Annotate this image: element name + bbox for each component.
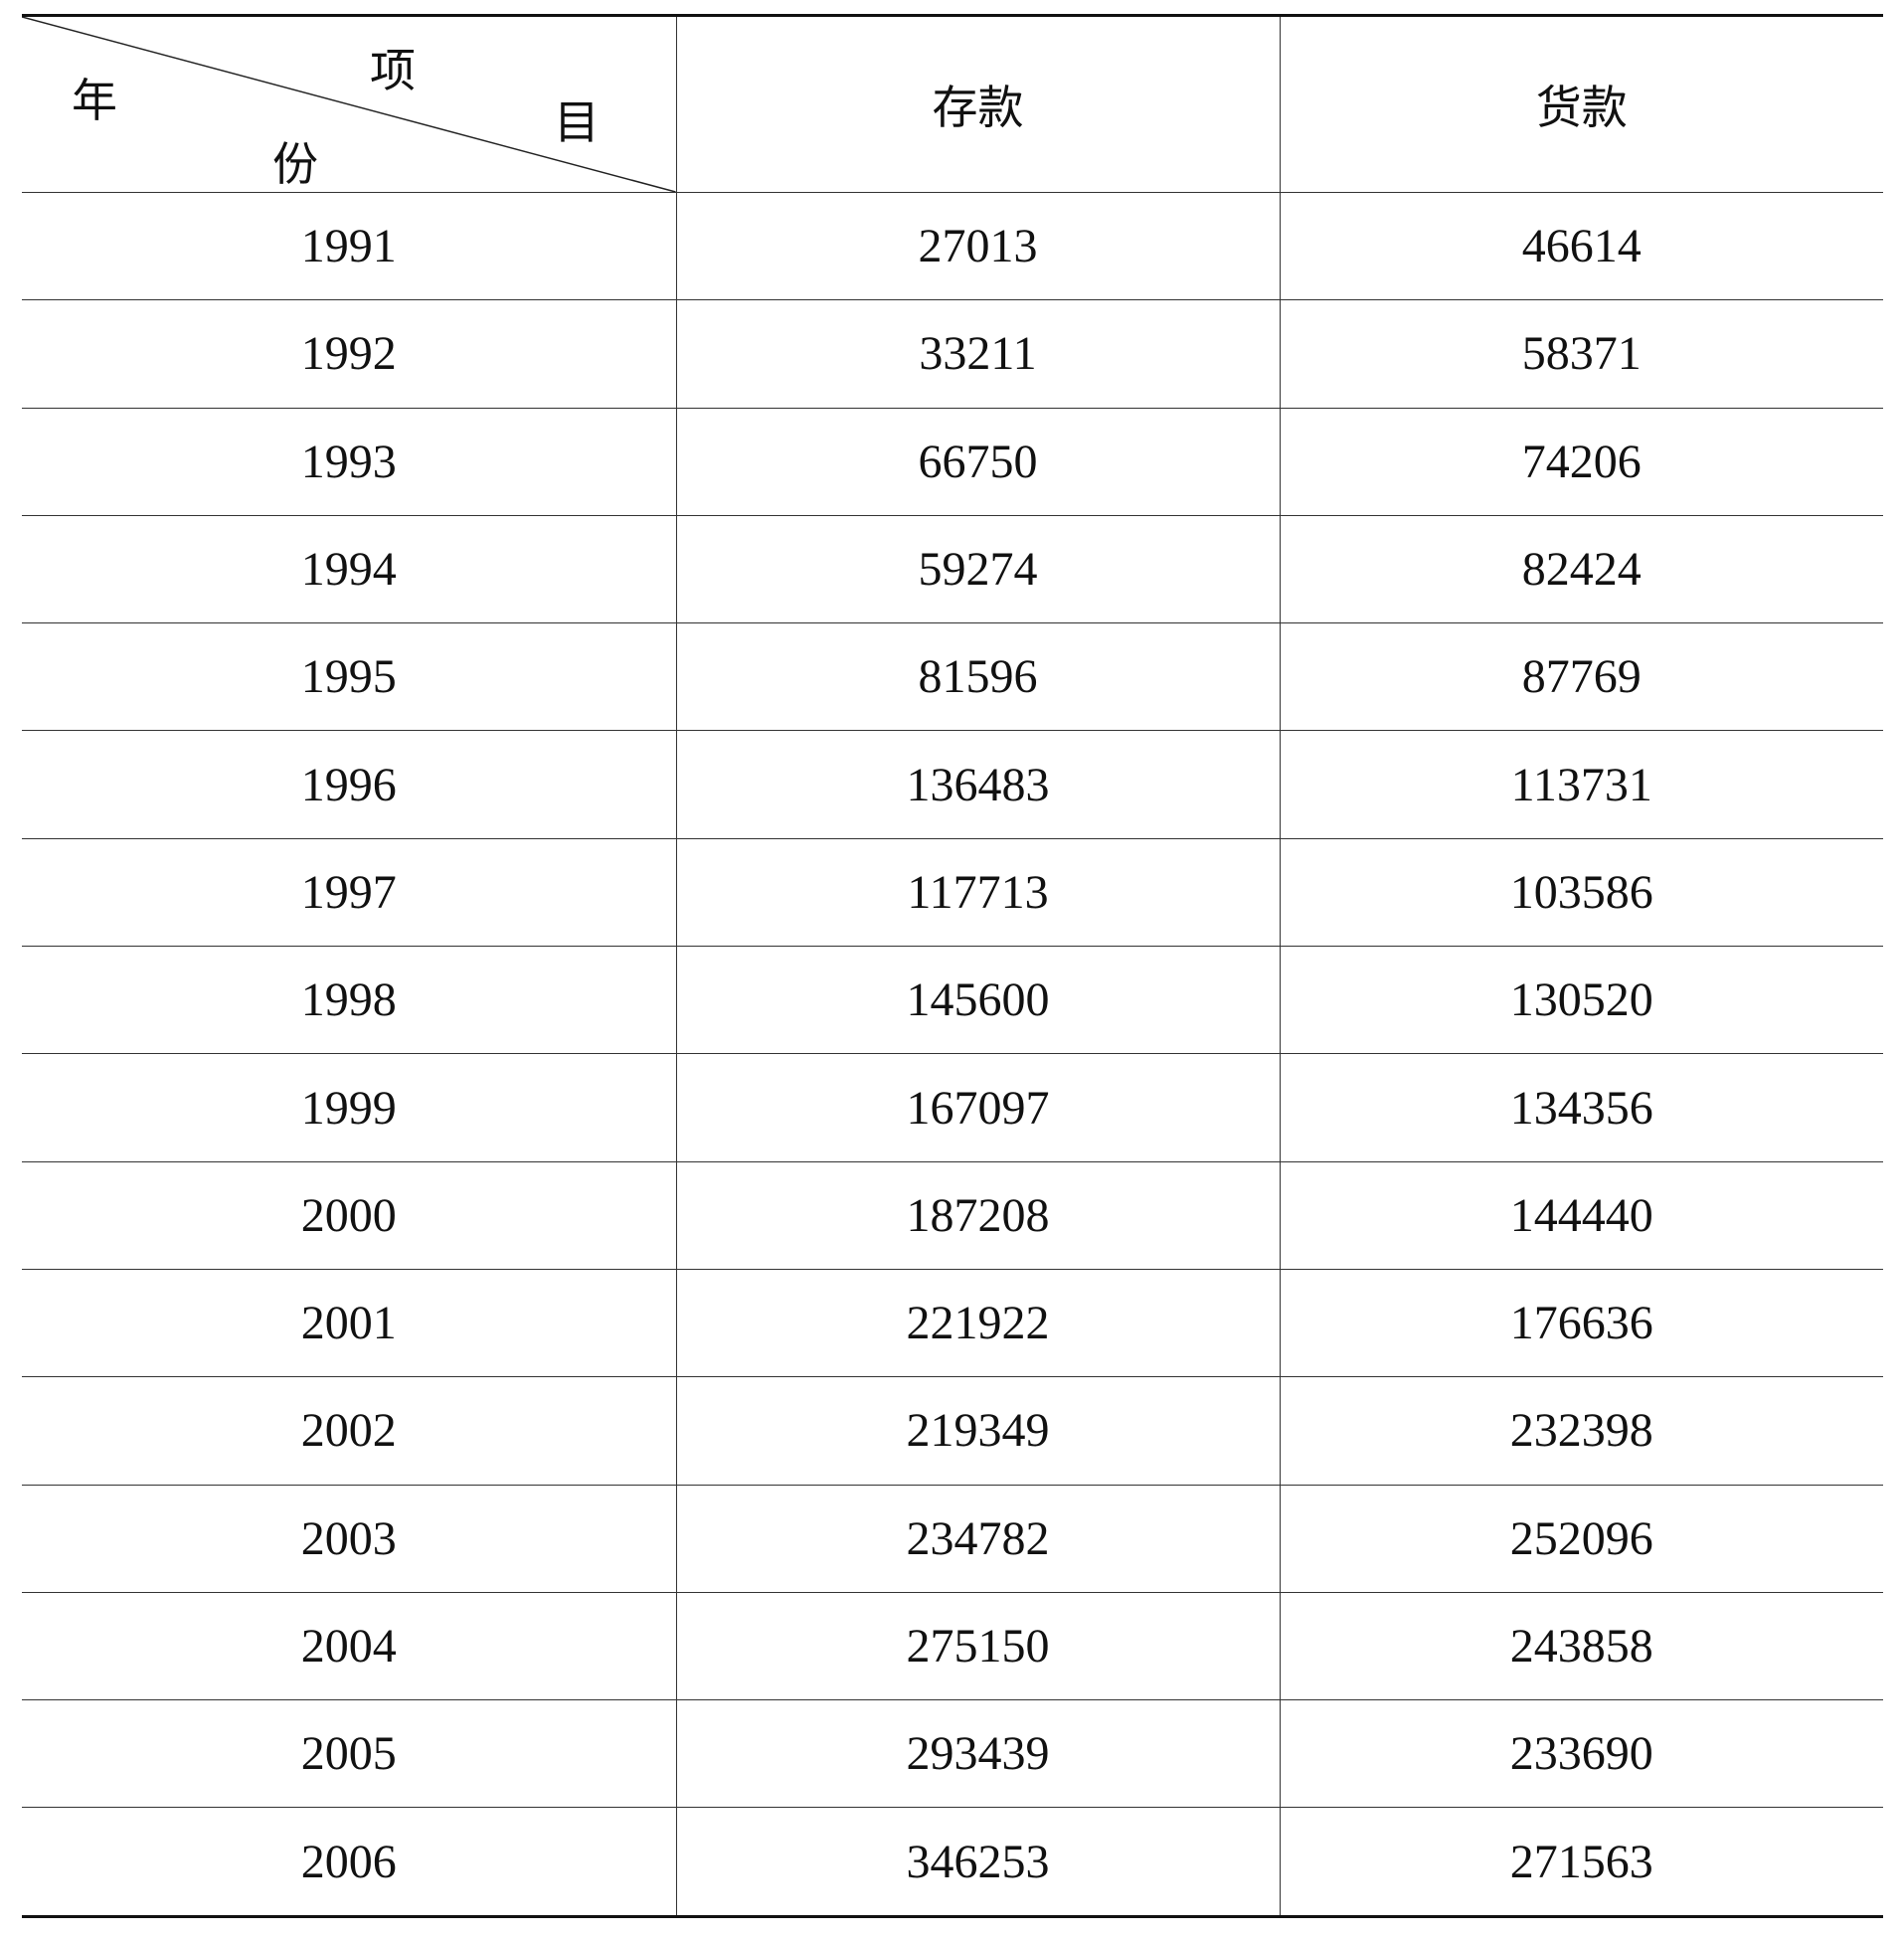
- year-cell: 1993: [22, 408, 676, 516]
- table-row: 1998 145600 130520: [22, 946, 1883, 1055]
- deposit-cell: 145600: [675, 946, 1280, 1055]
- table-row: 2005 293439 233690: [22, 1699, 1883, 1809]
- loan-cell: 252096: [1279, 1485, 1883, 1593]
- table-row: 2002 219349 232398: [22, 1376, 1883, 1486]
- deposit-cell: 136483: [675, 730, 1280, 839]
- year-cell: 2000: [22, 1161, 676, 1270]
- corner-header: 项 目 年 份: [22, 15, 676, 193]
- table-row: 1996 136483 113731: [22, 730, 1883, 839]
- loan-cell: 87769: [1279, 622, 1883, 732]
- deposit-cell: 81596: [675, 622, 1280, 732]
- corner-item-bottom: 目: [554, 97, 600, 148]
- loan-cell: 134356: [1279, 1053, 1883, 1162]
- table-row: 1992 33211 58371: [22, 299, 1883, 409]
- year-cell: 2001: [22, 1269, 676, 1378]
- column-header-deposit: 存款: [675, 15, 1280, 193]
- deposit-cell: 117713: [675, 838, 1280, 948]
- deposit-cell: 234782: [675, 1485, 1280, 1593]
- loan-cell: 144440: [1279, 1161, 1883, 1270]
- deposit-cell: 33211: [675, 299, 1280, 409]
- loan-cell: 46614: [1279, 192, 1883, 301]
- table-row: 1991 27013 46614: [22, 192, 1883, 301]
- loan-cell: 103586: [1279, 838, 1883, 948]
- table-row: 1993 66750 74206: [22, 408, 1883, 516]
- year-cell: 2004: [22, 1592, 676, 1701]
- year-cell: 1994: [22, 515, 676, 624]
- deposit-cell: 275150: [675, 1592, 1280, 1701]
- deposit-cell: 346253: [675, 1807, 1280, 1917]
- table-row: 2006 346253 271563: [22, 1807, 1883, 1917]
- year-cell: 1996: [22, 730, 676, 839]
- year-cell: 1999: [22, 1053, 676, 1162]
- table-row: 2004 275150 243858: [22, 1592, 1883, 1701]
- table-row: 2000 187208 144440: [22, 1161, 1883, 1270]
- column-header-loan: 货款: [1279, 15, 1883, 193]
- year-cell: 1997: [22, 838, 676, 948]
- year-cell: 2003: [22, 1485, 676, 1593]
- deposit-cell: 293439: [675, 1699, 1280, 1809]
- loan-cell: 58371: [1279, 299, 1883, 409]
- table-row: 1997 117713 103586: [22, 838, 1883, 948]
- corner-year-top: 年: [72, 76, 117, 126]
- year-cell: 2002: [22, 1376, 676, 1486]
- deposit-cell: 27013: [675, 192, 1280, 301]
- loan-cell: 271563: [1279, 1807, 1883, 1917]
- year-cell: 1992: [22, 299, 676, 409]
- header-row: 项 目 年 份 存款 货款: [22, 15, 1883, 193]
- diagonal-line: [22, 17, 676, 192]
- loan-cell: 113731: [1279, 730, 1883, 839]
- deposit-cell: 219349: [675, 1376, 1280, 1486]
- table-row: 1994 59274 82424: [22, 515, 1883, 624]
- loan-cell: 74206: [1279, 408, 1883, 516]
- data-table: 项 目 年 份 存款 货款 1991 27013 46614 1992 33211 583…: [22, 14, 1883, 1918]
- deposit-cell: 221922: [675, 1269, 1280, 1378]
- table-row: 2003 234782 252096: [22, 1485, 1883, 1593]
- deposit-cell: 66750: [675, 408, 1280, 516]
- deposit-cell: 59274: [675, 515, 1280, 624]
- loan-cell: 82424: [1279, 515, 1883, 624]
- loan-cell: 233690: [1279, 1699, 1883, 1809]
- table-row: 2001 221922 176636: [22, 1269, 1883, 1378]
- year-cell: 2006: [300, 1835, 397, 1888]
- corner-year-bottom: 份: [272, 139, 318, 190]
- year-cell: 1998: [22, 946, 676, 1055]
- loan-cell: 243858: [1279, 1592, 1883, 1701]
- deposit-cell: 167097: [675, 1053, 1280, 1162]
- loan-cell: 130520: [1279, 946, 1883, 1055]
- loan-cell: 232398: [1279, 1376, 1883, 1486]
- corner-item-top: 项: [370, 46, 416, 96]
- year-cell: 1991: [22, 192, 676, 301]
- deposit-cell: 187208: [675, 1161, 1280, 1270]
- table-row: 1995 81596 87769: [22, 622, 1883, 732]
- loan-cell: 176636: [1279, 1269, 1883, 1378]
- year-cell: 2005: [22, 1699, 676, 1809]
- year-cell: 1995: [22, 622, 676, 732]
- table-row: 1999 167097 134356: [22, 1053, 1883, 1162]
